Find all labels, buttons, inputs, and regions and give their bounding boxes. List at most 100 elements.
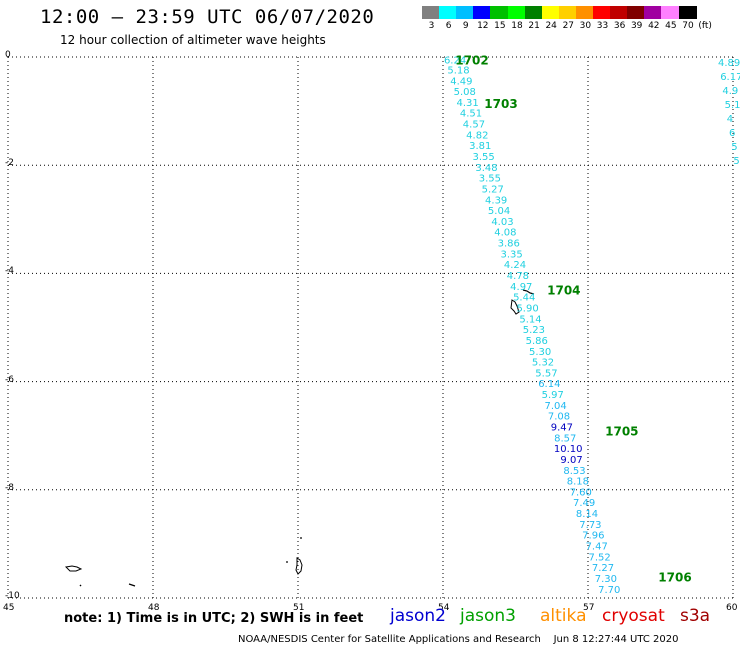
wave-height-value: 7.52 <box>588 552 610 563</box>
wave-height-value: 4.57 <box>463 120 485 131</box>
satellite-jason2: jason2 <box>390 606 446 626</box>
wave-height-value: 7.30 <box>595 574 617 585</box>
scale-swatch <box>422 6 440 19</box>
island-shape <box>79 584 82 587</box>
wave-height-value: 7.73 <box>579 520 601 531</box>
wave-height-value: 6.14 <box>538 379 560 390</box>
scale-swatch <box>678 6 697 19</box>
wave-height-value: 8.53 <box>563 466 585 477</box>
wave-height-value: 6.24 <box>444 56 466 67</box>
lat-tick-label: -4 <box>5 266 14 277</box>
wave-height-value: 5.44 <box>513 293 535 304</box>
scale-label: 33 <box>596 21 609 31</box>
scale-swatch <box>593 6 611 19</box>
wave-height-value: 5.18 <box>447 65 469 76</box>
footer-credit: NOAA/NESDIS Center for Satellite Applica… <box>238 634 678 645</box>
scale-label: (ft) <box>698 21 712 31</box>
wave-height-value: 4.24 <box>504 260 526 271</box>
wave-height-value: 9.47 <box>551 423 573 434</box>
wave-height-value: 10.10 <box>554 444 583 455</box>
page-title: 12:00 – 23:59 UTC 06/07/2020 <box>40 6 375 28</box>
scale-label: 6 <box>445 21 452 31</box>
edge-wave-value: 5 <box>731 142 737 153</box>
wave-height-value: 5.27 <box>482 184 504 195</box>
scale-label: 18 <box>511 21 523 31</box>
wave-height-value: 3.55 <box>472 152 494 163</box>
scale-label: 3 <box>428 21 435 31</box>
wave-height-value: 7.04 <box>544 401 566 412</box>
scale-swatch <box>575 6 594 19</box>
scale-label: 9 <box>462 21 469 31</box>
satellite-altika: altika <box>540 606 587 626</box>
edge-wave-value: 5.1 <box>725 100 740 111</box>
scale-swatch <box>661 6 680 19</box>
wave-height-value: 4.39 <box>485 195 507 206</box>
wave-height-value: 8.14 <box>576 509 598 520</box>
scale-swatch <box>627 6 646 19</box>
wave-height-value: 7.08 <box>548 412 570 423</box>
wave-height-value: 5.90 <box>516 303 538 314</box>
lat-tick-label: -6 <box>5 374 14 385</box>
scale-label: 70 <box>682 21 694 31</box>
lon-tick-label: 48 <box>148 603 160 613</box>
wave-height-value: 7.27 <box>592 563 614 574</box>
scale-label: 21 <box>528 21 540 31</box>
edge-wave-value: 5 <box>733 156 739 167</box>
scale-label: 15 <box>494 21 506 31</box>
scale-label: 42 <box>648 21 660 31</box>
scale-label: 30 <box>579 21 592 31</box>
wave-height-value: 3.48 <box>475 163 497 174</box>
time-label: 1703 <box>484 97 517 111</box>
scale-swatch <box>456 6 475 19</box>
wave-height-value: 4.49 <box>450 76 472 87</box>
wave-height-value: 4.31 <box>457 98 479 109</box>
wave-height-value: 7.49 <box>573 498 595 509</box>
island-shape <box>128 583 136 587</box>
wave-height-value: 4.08 <box>494 228 516 239</box>
wave-height-value: 8.18 <box>567 477 589 488</box>
wave-height-value: 7.47 <box>586 542 608 553</box>
wave-height-value: 5.23 <box>523 325 545 336</box>
scale-label: 36 <box>613 21 626 31</box>
scale-label: 24 <box>545 21 557 31</box>
wave-height-value: 5.14 <box>519 314 541 325</box>
grid-lines <box>7 56 734 599</box>
island-shape <box>522 289 535 295</box>
wave-height-value: 4.82 <box>466 130 488 141</box>
scale-swatch <box>644 6 663 19</box>
scale-swatch <box>490 6 509 19</box>
wave-height-value: 7.96 <box>582 531 604 542</box>
wave-height-value: 3.81 <box>469 141 491 152</box>
satellite-cryosat: cryosat <box>602 606 665 626</box>
right-edge-track: 4.89 6.17 4.9 5.1 4 6 5 5 <box>718 58 740 167</box>
lon-tick-label: 45 <box>3 603 15 613</box>
wave-height-value: 9.07 <box>560 455 582 466</box>
wave-height-value: 5.30 <box>529 347 551 358</box>
island-shape <box>64 565 83 572</box>
island-shape <box>510 299 520 315</box>
lat-tick-label: -10 <box>5 591 20 601</box>
page-subtitle: 12 hour collection of altimeter wave hei… <box>60 33 326 47</box>
altimeter-track: 6.245.184.495.084.314.514.574.823.813.55… <box>444 56 620 596</box>
time-label: 1706 <box>658 570 691 584</box>
lat-tick-label: -8 <box>5 482 14 493</box>
scale-swatch <box>524 6 543 19</box>
time-label: 1702 <box>455 54 488 68</box>
time-label: 1705 <box>605 424 638 438</box>
units-note: note: 1) Time is in UTC; 2) SWH is in fe… <box>64 611 364 626</box>
wave-height-value: 5.86 <box>526 336 548 347</box>
wave-height-value: 3.35 <box>501 249 523 260</box>
satellite-s3a: s3a <box>680 606 711 626</box>
scale-swatch <box>507 6 526 19</box>
scale-swatch <box>541 6 560 19</box>
timestamp: Jun 8 12:27:44 UTC 2020 <box>553 634 679 645</box>
edge-wave-value: 6 <box>729 128 735 139</box>
scale-label: 12 <box>477 21 489 31</box>
scale-label: 27 <box>562 21 575 31</box>
scale-label: 39 <box>630 21 643 31</box>
wave-height-value: 4.51 <box>460 109 482 120</box>
lon-tick-label: 57 <box>583 603 595 613</box>
scale-swatch <box>439 6 458 19</box>
